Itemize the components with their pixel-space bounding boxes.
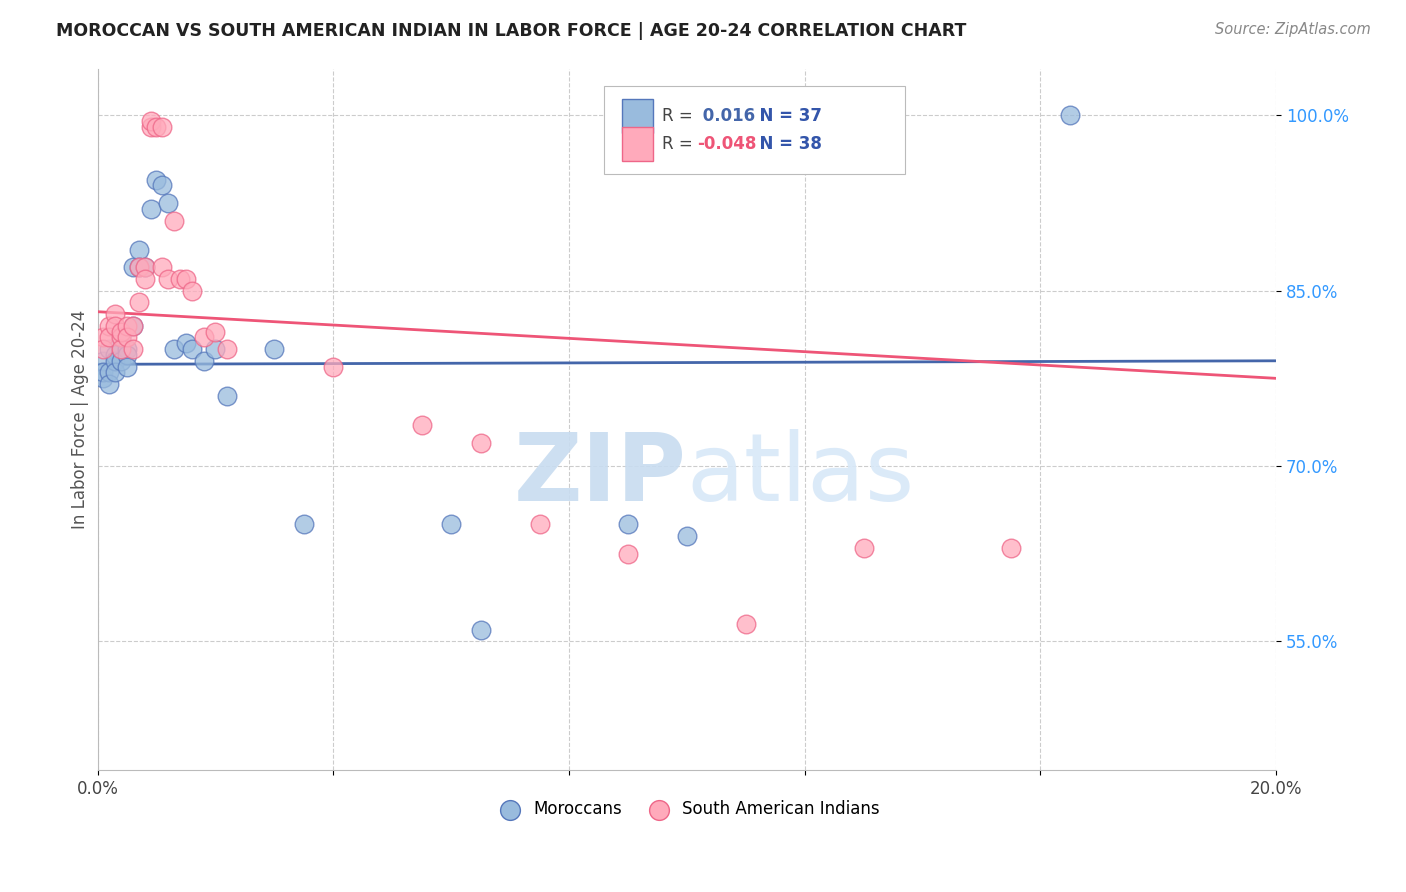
Point bbox=[110, 342, 132, 356]
Text: R =: R = bbox=[662, 107, 699, 125]
Point bbox=[93, 330, 115, 344]
Point bbox=[145, 172, 167, 186]
Point bbox=[193, 330, 215, 344]
Point bbox=[134, 272, 156, 286]
Y-axis label: In Labor Force | Age 20-24: In Labor Force | Age 20-24 bbox=[72, 310, 89, 529]
Text: N = 37: N = 37 bbox=[748, 107, 823, 125]
Text: N = 38: N = 38 bbox=[748, 135, 823, 153]
Point bbox=[157, 272, 180, 286]
Point bbox=[122, 260, 145, 275]
Point bbox=[470, 435, 492, 450]
Point bbox=[139, 114, 162, 128]
Point bbox=[115, 359, 138, 374]
FancyBboxPatch shape bbox=[621, 127, 652, 161]
Point bbox=[150, 260, 173, 275]
Point bbox=[93, 366, 115, 380]
Point bbox=[128, 243, 150, 257]
Point bbox=[122, 318, 145, 333]
Point bbox=[217, 342, 239, 356]
Point bbox=[174, 272, 197, 286]
Point bbox=[104, 318, 127, 333]
Point bbox=[529, 517, 551, 532]
Point bbox=[163, 342, 186, 356]
Point bbox=[440, 517, 463, 532]
Point bbox=[169, 272, 191, 286]
Point bbox=[104, 353, 127, 368]
Point bbox=[193, 353, 215, 368]
FancyBboxPatch shape bbox=[605, 86, 905, 174]
Point bbox=[139, 202, 162, 216]
Point bbox=[115, 342, 138, 356]
Text: 0.016: 0.016 bbox=[697, 107, 755, 125]
Text: ZIP: ZIP bbox=[515, 429, 688, 522]
Legend: Moroccans, South American Indians: Moroccans, South American Indians bbox=[486, 794, 887, 825]
Point bbox=[470, 623, 492, 637]
Point bbox=[110, 353, 132, 368]
Point bbox=[115, 318, 138, 333]
Point bbox=[98, 330, 121, 344]
Point bbox=[734, 616, 756, 631]
Point bbox=[98, 377, 121, 392]
Point bbox=[122, 342, 145, 356]
Point bbox=[180, 342, 202, 356]
Point bbox=[128, 260, 150, 275]
Point bbox=[110, 330, 132, 344]
Point bbox=[180, 284, 202, 298]
Point bbox=[98, 342, 121, 356]
Point bbox=[98, 318, 121, 333]
Text: MOROCCAN VS SOUTH AMERICAN INDIAN IN LABOR FORCE | AGE 20-24 CORRELATION CHART: MOROCCAN VS SOUTH AMERICAN INDIAN IN LAB… bbox=[56, 22, 966, 40]
Point bbox=[98, 366, 121, 380]
Point bbox=[204, 342, 226, 356]
Point bbox=[292, 517, 315, 532]
Point bbox=[150, 120, 173, 134]
Text: Source: ZipAtlas.com: Source: ZipAtlas.com bbox=[1215, 22, 1371, 37]
Point bbox=[115, 348, 138, 362]
Point bbox=[852, 541, 875, 555]
Point bbox=[676, 529, 699, 543]
Point bbox=[145, 120, 167, 134]
Point bbox=[1059, 108, 1081, 122]
Point bbox=[115, 330, 138, 344]
Point bbox=[93, 353, 115, 368]
Point bbox=[128, 260, 150, 275]
Point bbox=[104, 307, 127, 321]
Point bbox=[93, 342, 115, 356]
Point bbox=[134, 260, 156, 275]
Point bbox=[139, 120, 162, 134]
Point bbox=[157, 196, 180, 211]
Point bbox=[104, 366, 127, 380]
Point bbox=[128, 295, 150, 310]
Point bbox=[104, 348, 127, 362]
Point bbox=[134, 260, 156, 275]
Point bbox=[617, 547, 640, 561]
Point bbox=[322, 359, 344, 374]
Text: -0.048: -0.048 bbox=[697, 135, 756, 153]
Point bbox=[217, 389, 239, 403]
Point bbox=[617, 517, 640, 532]
Text: atlas: atlas bbox=[688, 429, 915, 522]
FancyBboxPatch shape bbox=[621, 99, 652, 133]
Point bbox=[263, 342, 285, 356]
Point bbox=[150, 178, 173, 193]
Point bbox=[174, 336, 197, 351]
Point bbox=[204, 325, 226, 339]
Point bbox=[110, 325, 132, 339]
Point bbox=[110, 330, 132, 344]
Text: R =: R = bbox=[662, 135, 699, 153]
Point bbox=[1000, 541, 1022, 555]
Point bbox=[163, 213, 186, 227]
Point bbox=[411, 418, 433, 433]
Point bbox=[93, 371, 115, 385]
Point bbox=[122, 318, 145, 333]
Point bbox=[110, 342, 132, 356]
